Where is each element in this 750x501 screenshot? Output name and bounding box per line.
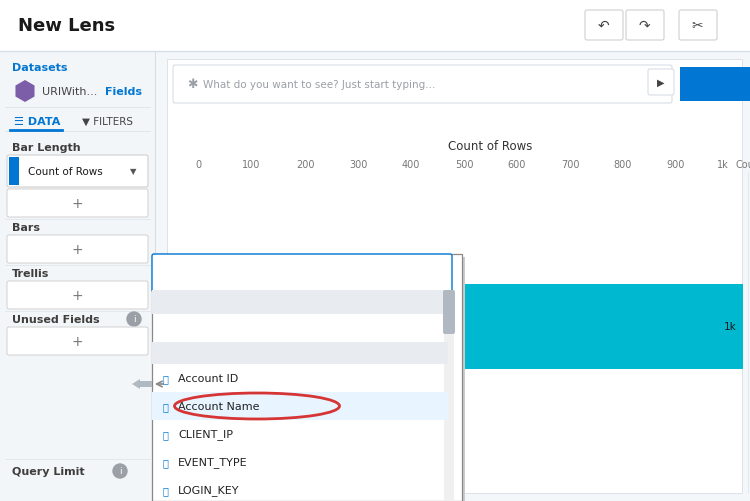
Text: TIMESTAMP_DERIVED: TIMESTAMP_DERIVED [182, 322, 301, 333]
Text: ↶: ↶ [597, 19, 609, 33]
FancyBboxPatch shape [7, 156, 148, 188]
FancyBboxPatch shape [7, 327, 148, 355]
Text: Query Limit: Query Limit [12, 466, 85, 476]
FancyBboxPatch shape [7, 282, 148, 310]
Bar [155, 52, 750, 501]
Text: New Lens: New Lens [18, 17, 116, 35]
Text: Account ID: Account ID [178, 373, 238, 383]
Circle shape [113, 464, 127, 478]
Text: +: + [71, 242, 82, 257]
Text: ☰ DATA: ☰ DATA [14, 117, 61, 127]
Text: 800: 800 [614, 160, 632, 170]
Text: +: + [71, 334, 82, 348]
Text: Datasets: Datasets [12, 63, 68, 73]
Text: Bars: Bars [12, 222, 40, 232]
FancyBboxPatch shape [173, 66, 672, 104]
Text: LOGIN_KEY: LOGIN_KEY [178, 484, 239, 495]
FancyBboxPatch shape [152, 255, 452, 293]
Bar [0, 0, 750, 52]
Text: 300: 300 [349, 160, 368, 170]
Text: ➕: ➕ [162, 485, 168, 495]
Text: i: i [118, 466, 122, 475]
Text: Dimensions: Dimensions [162, 348, 234, 358]
Text: 600: 600 [508, 160, 526, 170]
Text: 🔍: 🔍 [162, 267, 169, 280]
Bar [9, 158, 19, 186]
Text: ➕: ➕ [162, 401, 168, 411]
FancyArrow shape [132, 379, 152, 389]
Text: 1k: 1k [717, 160, 729, 170]
Text: EVENT_TYPE: EVENT_TYPE [178, 456, 248, 467]
Text: Account Name: Account Name [178, 401, 260, 411]
Text: ➕: ➕ [162, 429, 168, 439]
Text: Bar Length: Bar Length [12, 143, 81, 153]
Text: URIWith...: URIWith... [42, 87, 98, 97]
Bar [680, 68, 750, 102]
FancyBboxPatch shape [443, 291, 455, 334]
Text: Count of Rows: Count of Rows [448, 140, 532, 153]
Text: ↷: ↷ [638, 19, 650, 33]
Bar [152, 255, 462, 501]
Text: 200: 200 [296, 160, 314, 170]
Bar [167, 60, 742, 493]
Bar [155, 258, 465, 501]
Text: 📅: 📅 [162, 322, 169, 332]
Text: ➕: ➕ [162, 457, 168, 467]
Text: 900: 900 [667, 160, 686, 170]
FancyBboxPatch shape [585, 11, 623, 41]
Text: ✂: ✂ [692, 19, 703, 33]
Text: +: + [71, 289, 82, 303]
Bar [444, 291, 454, 501]
FancyBboxPatch shape [7, 189, 148, 217]
Text: 700: 700 [561, 160, 579, 170]
Text: ▼ FILTERS: ▼ FILTERS [82, 117, 133, 127]
Text: Dates: Dates [162, 298, 198, 308]
Text: What do you want to see? Just start typing...: What do you want to see? Just start typi… [203, 80, 435, 90]
Text: ➕: ➕ [162, 373, 168, 383]
Bar [152, 291, 448, 314]
Text: i: i [133, 315, 135, 324]
Bar [152, 342, 448, 364]
Text: Count of Rows: Count of Rows [28, 167, 103, 177]
Bar [464, 285, 743, 369]
FancyBboxPatch shape [7, 235, 148, 264]
FancyBboxPatch shape [626, 11, 664, 41]
Text: Trellis: Trellis [12, 269, 50, 279]
Text: Coun: Coun [736, 160, 750, 170]
FancyBboxPatch shape [679, 11, 717, 41]
Text: 100: 100 [242, 160, 260, 170]
Text: ▼: ▼ [130, 167, 136, 176]
Text: 1k: 1k [724, 321, 736, 331]
Text: Fields: Fields [105, 87, 142, 97]
Circle shape [127, 313, 141, 326]
Text: Search...: Search... [179, 267, 231, 280]
Text: CLIENT_IP: CLIENT_IP [178, 429, 233, 439]
Text: ✱: ✱ [187, 78, 197, 91]
Text: 500: 500 [454, 160, 473, 170]
Bar [152, 392, 448, 420]
Text: 400: 400 [402, 160, 420, 170]
Text: +: + [71, 196, 82, 210]
Bar [0, 52, 155, 501]
FancyBboxPatch shape [648, 70, 674, 96]
Text: 0: 0 [195, 160, 201, 170]
Text: Unused Fields: Unused Fields [12, 314, 100, 324]
Text: ▶: ▶ [657, 78, 664, 88]
